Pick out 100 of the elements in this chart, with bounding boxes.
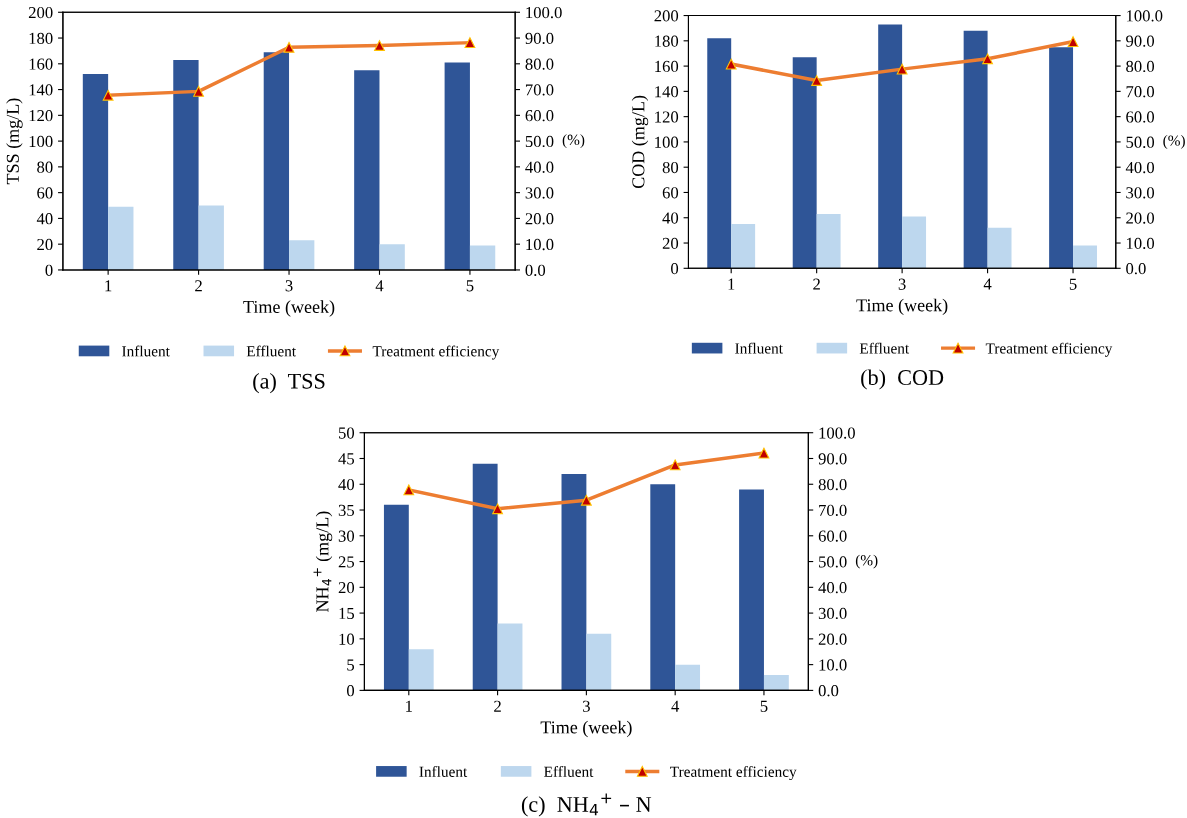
y-tick-label: 160 xyxy=(655,60,679,73)
bar xyxy=(379,244,405,270)
y-tick-label: 100 xyxy=(29,135,53,148)
y-tick-label: 140 xyxy=(29,84,53,96)
y-tick-label: 80 xyxy=(37,161,53,173)
legend-label: Effluent xyxy=(246,345,296,357)
x-axis-title: Time (week) xyxy=(243,300,335,317)
y-tick-label: 100 xyxy=(655,136,679,148)
x-tick-label: 5 xyxy=(1069,278,1077,290)
y-tick-label: 20 xyxy=(37,238,53,251)
bar xyxy=(469,245,496,270)
y2-tick-label: 50.0 xyxy=(1126,136,1155,148)
x-tick-label: 2 xyxy=(813,278,820,290)
bar xyxy=(198,205,224,270)
bar xyxy=(82,74,109,270)
y2-tick-label: 90.0 xyxy=(1126,35,1155,47)
y2-axis-title: (%) xyxy=(1163,135,1185,149)
bar xyxy=(739,489,764,691)
bar xyxy=(408,649,434,691)
y-tick-label: 45 xyxy=(338,453,355,465)
y-tick-label: 50 xyxy=(338,427,355,439)
bar xyxy=(675,664,701,691)
y-tick-label: 40 xyxy=(36,213,53,225)
bar xyxy=(987,227,1012,269)
x-tick-label: 2 xyxy=(494,700,501,712)
y-tick-label: 180 xyxy=(655,35,679,47)
y2-tick-label: 80.0 xyxy=(525,58,554,70)
y-tick-label: 60 xyxy=(37,187,53,199)
y-tick-label: 20 xyxy=(662,237,679,249)
legend-label: Treatment efficiency xyxy=(985,342,1113,357)
bar xyxy=(792,57,817,269)
y2-tick-label: 100.0 xyxy=(1126,10,1163,22)
y2-tick-label: 80.0 xyxy=(1126,60,1155,73)
bar xyxy=(707,38,732,269)
x-tick-label: 4 xyxy=(671,700,680,712)
y2-tick-label: 70.0 xyxy=(525,84,554,96)
legend-label: Effluent xyxy=(544,765,594,777)
x-tick-label: 1 xyxy=(105,280,112,292)
bar xyxy=(1073,245,1097,269)
y2-tick-label: 60.0 xyxy=(1126,111,1155,123)
bar xyxy=(731,224,756,269)
y2-tick-label: 100.0 xyxy=(526,6,562,19)
y-tick-label: 160 xyxy=(29,58,53,70)
y2-axis-title: (%) xyxy=(562,134,585,149)
x-tick-label: 1 xyxy=(728,278,735,290)
y2-tick-label: 50.0 xyxy=(525,135,554,148)
legend-label: Influent xyxy=(419,765,468,777)
bar xyxy=(902,216,927,269)
y2-tick-label: 60.0 xyxy=(818,530,847,542)
y-tick-label: 25 xyxy=(338,556,355,568)
y-tick-label: 0 xyxy=(346,685,355,697)
y-tick-label: 20 xyxy=(338,582,355,594)
y-tick-label: 180 xyxy=(29,32,53,44)
y2-tick-label: 70.0 xyxy=(819,504,847,517)
bar xyxy=(763,674,789,691)
y-tick-label: 0 xyxy=(45,264,53,276)
bar xyxy=(263,52,290,270)
x-tick-label: 3 xyxy=(583,700,590,712)
x-tick-label: 3 xyxy=(898,278,906,290)
y2-tick-label: 20.0 xyxy=(818,633,847,645)
y-tick-label: 15 xyxy=(339,607,355,620)
y2-axis-title: (%) xyxy=(855,554,878,569)
y2-tick-label: 20.0 xyxy=(525,213,554,225)
y2-tick-label: 100.0 xyxy=(819,427,855,439)
y-tick-label: 30 xyxy=(338,530,355,542)
bar xyxy=(878,24,903,269)
y2-tick-label: 70.0 xyxy=(1126,86,1155,98)
legend-label: Effluent xyxy=(859,342,910,354)
x-tick-label: 5 xyxy=(760,700,768,712)
y-axis-title: COD (mg/L) xyxy=(631,95,649,189)
y2-tick-label: 0.0 xyxy=(818,685,839,697)
y-tick-label: 200 xyxy=(28,6,53,19)
bar xyxy=(472,463,498,691)
y-tick-label: 140 xyxy=(655,86,679,98)
y2-tick-label: 0.0 xyxy=(525,264,546,276)
y-tick-label: 0 xyxy=(671,263,679,275)
y-tick-label: 60 xyxy=(662,187,679,199)
bar xyxy=(816,213,841,269)
x-axis-title: Time (week) xyxy=(540,720,632,738)
y-axis-title: TSS (mg/L) xyxy=(6,98,23,185)
bar xyxy=(497,623,523,691)
text: (c) NH$_{4}$$^{+}$ – N xyxy=(521,793,652,817)
y-axis-title: NH$_{4}$$^{+}$ (mg/L) xyxy=(313,511,333,612)
y-tick-label: 10 xyxy=(339,633,355,645)
text: (b) COD xyxy=(861,369,944,390)
bar xyxy=(383,504,409,691)
bar xyxy=(586,633,612,691)
x-tick-label: 5 xyxy=(466,280,474,292)
y2-tick-label: 90.0 xyxy=(525,32,554,45)
x-tick-label: 4 xyxy=(375,280,384,292)
legend-label: Treatment efficiency xyxy=(372,345,500,360)
y2-tick-label: 80.0 xyxy=(818,478,847,491)
y-tick-label: 40 xyxy=(338,478,355,491)
bar xyxy=(173,59,199,270)
legend-label: Treatment efficiency xyxy=(670,765,797,781)
y2-tick-label: 40.0 xyxy=(525,161,554,173)
y2-tick-label: 90.0 xyxy=(818,453,847,465)
bar xyxy=(108,206,134,270)
bar xyxy=(963,30,988,269)
y2-tick-label: 10.0 xyxy=(1126,237,1155,250)
